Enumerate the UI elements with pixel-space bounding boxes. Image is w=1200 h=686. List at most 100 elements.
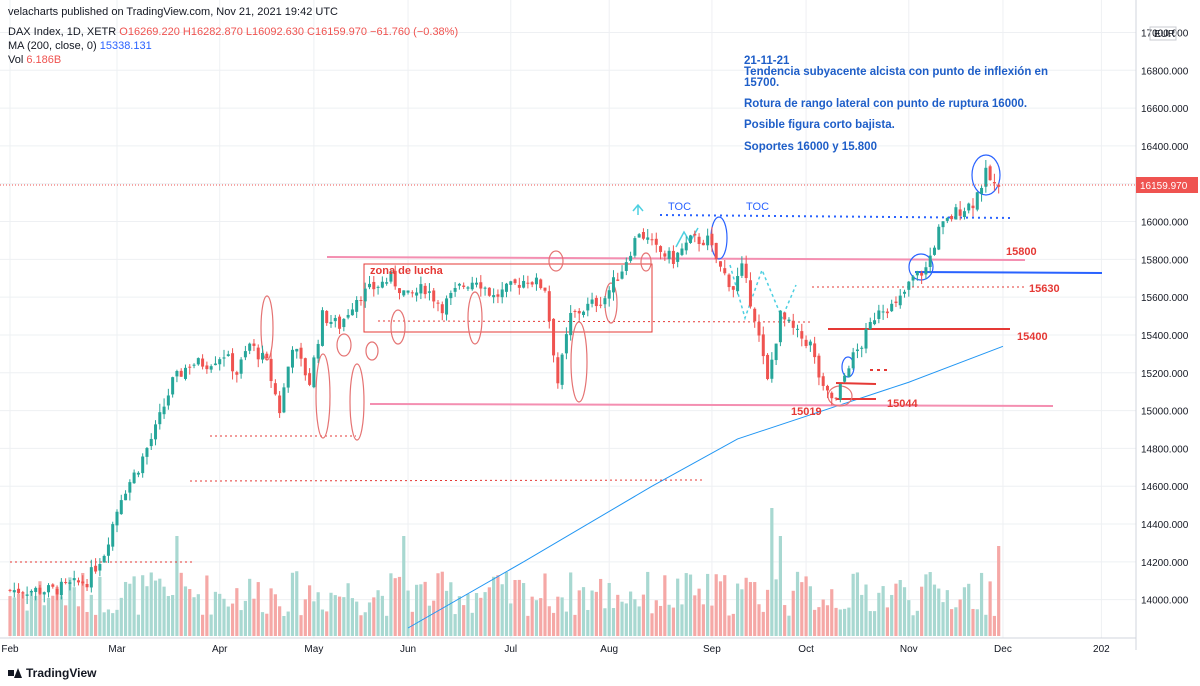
candle-body bbox=[556, 357, 560, 384]
candle-body bbox=[783, 312, 787, 320]
volume-bar bbox=[474, 593, 479, 636]
x-tick-label: Aug bbox=[600, 644, 618, 655]
volume-bar bbox=[410, 611, 414, 636]
volume-bar bbox=[731, 613, 735, 636]
volume-bar bbox=[509, 603, 513, 636]
volume-bar bbox=[290, 572, 295, 636]
x-tick-label: Jul bbox=[504, 644, 517, 655]
volume-bar bbox=[992, 615, 996, 636]
volume-bar bbox=[98, 576, 102, 636]
volume-bar bbox=[526, 615, 530, 636]
candle-body bbox=[607, 290, 611, 299]
volume-bar bbox=[864, 584, 868, 636]
volume-bar bbox=[492, 576, 496, 636]
drawing-ellipse bbox=[390, 309, 406, 345]
volume-bar bbox=[663, 575, 667, 636]
candle-body bbox=[808, 341, 812, 346]
level-15700-line bbox=[914, 271, 1103, 274]
candle-body bbox=[517, 284, 521, 288]
candle-body bbox=[372, 281, 376, 290]
drawing-ellipse bbox=[971, 154, 1001, 196]
drawing-ellipse bbox=[365, 341, 379, 361]
candle-body bbox=[573, 310, 577, 312]
volume-bar bbox=[868, 611, 872, 636]
candle-body bbox=[128, 482, 132, 493]
volume-bar bbox=[962, 587, 967, 636]
ma-legend-value: 15338.131 bbox=[99, 40, 152, 52]
volume-bar bbox=[564, 611, 568, 636]
vol-legend-value: 6.186B bbox=[26, 54, 62, 66]
candle-body bbox=[350, 309, 354, 316]
candle-body bbox=[162, 406, 166, 415]
volume-bar bbox=[34, 595, 38, 636]
volume-bar bbox=[415, 584, 419, 636]
ma-legend[interactable]: MA (200, close, 0) 15338.131 bbox=[8, 39, 152, 53]
candle-body bbox=[47, 585, 51, 593]
candle-body bbox=[890, 303, 894, 312]
volume-bar bbox=[111, 613, 115, 636]
volume-bar bbox=[804, 576, 808, 636]
candle-body bbox=[881, 311, 885, 313]
volume-bar bbox=[898, 580, 902, 636]
candle-body bbox=[492, 295, 496, 298]
label-15019: 15019 bbox=[791, 406, 822, 418]
volume-bar bbox=[945, 590, 949, 636]
last-price-tag bbox=[1136, 177, 1198, 193]
candle-body bbox=[141, 456, 145, 474]
candle-body bbox=[988, 166, 992, 181]
candle-body bbox=[29, 590, 33, 593]
tradingview-footer[interactable]: TradingView bbox=[8, 666, 96, 680]
candle-body bbox=[663, 253, 667, 257]
candle-body bbox=[624, 262, 628, 271]
candle-body bbox=[731, 286, 735, 290]
candle-body bbox=[64, 582, 68, 584]
y-tick-label: 16000.000 bbox=[1141, 218, 1189, 229]
vol-legend[interactable]: Vol 6.186B bbox=[8, 53, 61, 67]
candle-body bbox=[830, 392, 834, 399]
x-tick-label: Oct bbox=[798, 644, 814, 655]
candle-body bbox=[620, 271, 624, 279]
ma-legend-label: MA (200, close, 0) bbox=[8, 40, 97, 52]
volume-bar bbox=[230, 603, 235, 636]
candle-body bbox=[479, 282, 483, 289]
candle-body bbox=[393, 270, 397, 287]
candle-body bbox=[72, 578, 76, 581]
volume-bar bbox=[444, 590, 449, 636]
candle-body bbox=[231, 353, 235, 372]
note-supports: Soportes 16000 y 15.800 bbox=[744, 141, 877, 153]
candle-body bbox=[907, 281, 911, 290]
candle-body bbox=[427, 291, 431, 293]
volume-bar bbox=[924, 574, 928, 636]
volume-bar bbox=[997, 546, 1001, 636]
candle-body bbox=[252, 343, 256, 346]
price-axis: 17000.00016800.00016600.00016400.0001620… bbox=[1135, 0, 1189, 650]
volume-bar bbox=[928, 572, 932, 636]
volume-bar bbox=[783, 605, 787, 636]
ma200-line bbox=[407, 345, 1004, 629]
volume-bar bbox=[770, 508, 774, 636]
candle-body bbox=[475, 282, 479, 285]
volume-bar bbox=[329, 592, 333, 636]
candle-body bbox=[813, 343, 817, 358]
candle-body bbox=[560, 354, 564, 385]
candle-body bbox=[166, 395, 170, 406]
symbol-name[interactable]: DAX Index, 1D, XETR bbox=[8, 26, 117, 38]
drawing-ellipse bbox=[349, 363, 365, 441]
volume-bar bbox=[885, 607, 889, 636]
x-tick-label: 202 bbox=[1093, 644, 1110, 655]
candle-body bbox=[483, 287, 487, 289]
volume-bar bbox=[718, 581, 723, 636]
volume-bar bbox=[372, 597, 376, 636]
volume-bar bbox=[68, 577, 72, 636]
volume-bar bbox=[171, 594, 175, 636]
volume-bar bbox=[42, 605, 46, 636]
candle-body bbox=[213, 363, 217, 366]
volume-bar bbox=[136, 614, 140, 636]
candle-body bbox=[380, 281, 384, 288]
candle-body bbox=[552, 318, 556, 356]
volume-bar bbox=[727, 615, 731, 636]
volume-bar bbox=[496, 575, 500, 636]
volume-bar bbox=[55, 586, 59, 636]
volume-bar bbox=[303, 599, 307, 636]
